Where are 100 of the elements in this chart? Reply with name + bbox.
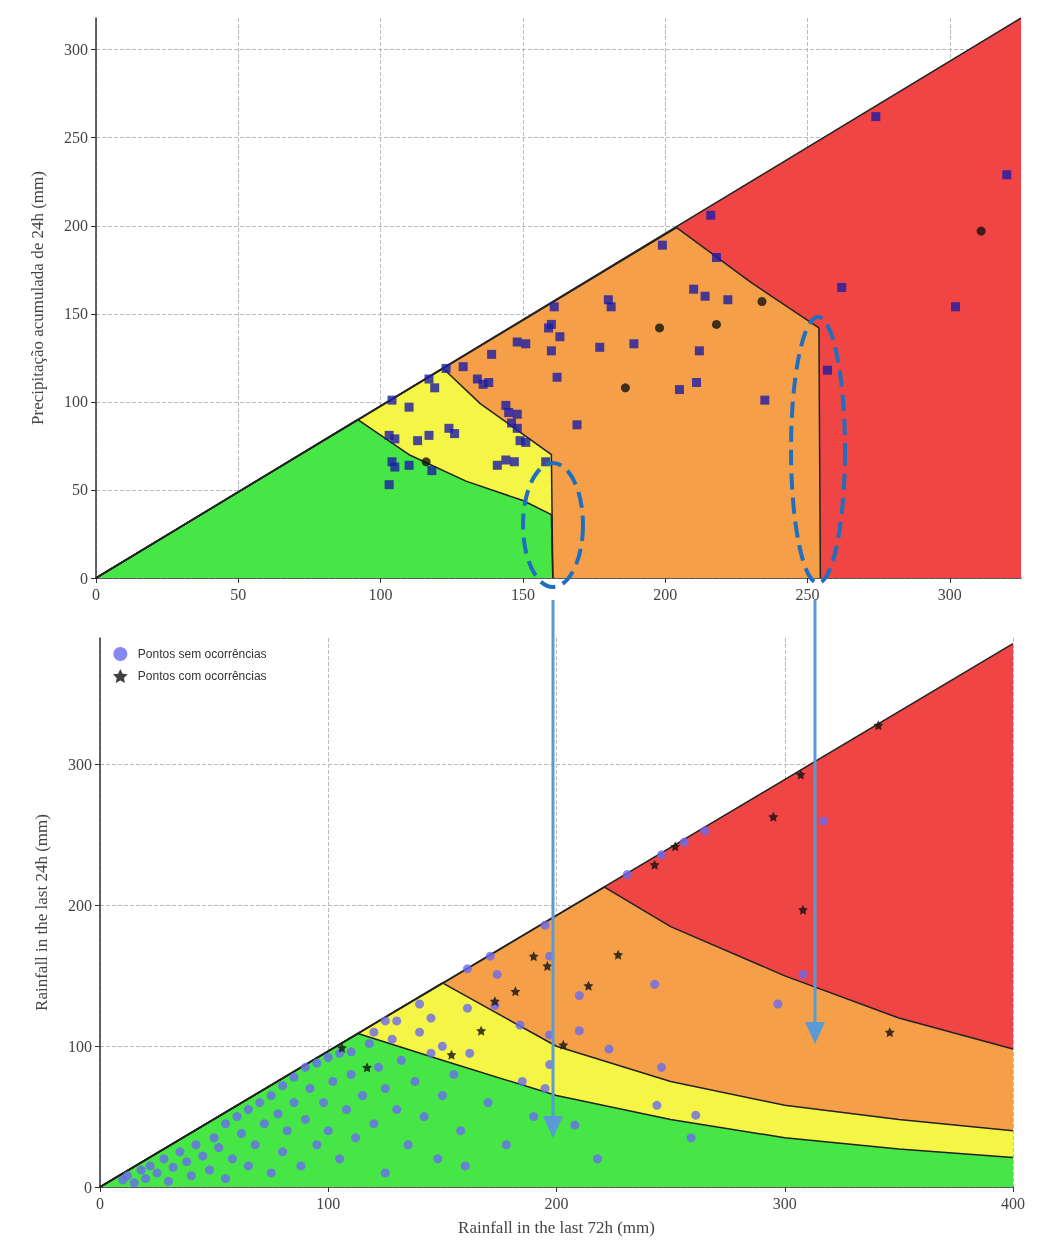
point — [760, 395, 770, 405]
x-tick-label: 50 — [230, 585, 247, 603]
x-tick-label: 150 — [510, 585, 535, 603]
point — [572, 420, 582, 430]
point — [871, 112, 881, 122]
point — [521, 339, 531, 349]
point — [450, 429, 460, 439]
point — [711, 253, 721, 262]
point — [706, 210, 716, 220]
point — [555, 332, 565, 342]
point — [757, 297, 767, 307]
point — [670, 841, 681, 852]
point — [606, 302, 616, 312]
point — [700, 291, 710, 301]
point — [510, 986, 521, 997]
y-tick-label: 50 — [72, 481, 88, 499]
y-tick-label: 0 — [84, 1178, 92, 1196]
point — [390, 462, 400, 472]
y-tick-label: 100 — [68, 1037, 92, 1055]
point — [441, 363, 451, 373]
point — [476, 1025, 487, 1036]
y-tick-label: 300 — [64, 41, 88, 59]
point — [390, 434, 400, 444]
point — [629, 339, 639, 349]
point — [768, 811, 779, 822]
point — [542, 960, 553, 971]
point — [424, 374, 434, 384]
x-tick-label: 100 — [368, 585, 393, 603]
point — [798, 904, 809, 915]
point — [595, 342, 605, 352]
x-axis-title: Rainfall in the last 72h (mm) — [458, 1218, 655, 1237]
point — [694, 346, 704, 356]
y-tick-label: 250 — [64, 129, 88, 147]
point — [336, 1042, 347, 1053]
point — [873, 720, 884, 731]
point — [976, 226, 986, 236]
point — [492, 460, 502, 470]
point — [546, 319, 556, 329]
y-tick-label: 300 — [68, 756, 92, 774]
point — [657, 240, 667, 250]
x-tick-label: 200 — [653, 585, 678, 603]
point — [446, 1049, 457, 1060]
point — [501, 455, 511, 465]
legend-label: Pontos com ocorrências — [137, 669, 267, 683]
y-tick-label: 100 — [64, 393, 88, 411]
y-tick-label: 150 — [64, 305, 88, 323]
x-tick-label: 400 — [1001, 1194, 1025, 1212]
point — [489, 996, 500, 1007]
point — [723, 295, 733, 305]
point — [404, 460, 414, 470]
y-tick-label: 0 — [80, 569, 88, 587]
y-axis-title: Precipitação acumulada de 24h (mm) — [28, 171, 47, 425]
point — [387, 395, 397, 405]
point — [458, 362, 468, 372]
point — [1002, 170, 1012, 180]
point — [512, 423, 522, 433]
point — [822, 365, 832, 375]
y-tick-label: 200 — [68, 896, 92, 914]
point — [484, 378, 494, 388]
y-axis-title: Rainfall in the last 24h (mm) — [32, 814, 51, 1011]
point — [430, 383, 440, 393]
point — [487, 349, 497, 359]
point — [424, 430, 434, 440]
point — [795, 769, 806, 780]
point — [549, 302, 559, 312]
point — [427, 466, 437, 476]
x-tick-label: 0 — [96, 1194, 104, 1212]
point — [521, 437, 531, 447]
point — [528, 951, 539, 962]
point — [711, 319, 721, 329]
point — [689, 284, 699, 294]
legend-label: Pontos sem ocorrências — [137, 647, 267, 661]
point — [413, 436, 423, 446]
x-tick-label: 200 — [544, 1194, 569, 1212]
point — [613, 949, 624, 960]
x-tick-label: 300 — [937, 585, 962, 603]
x-tick-label: 250 — [795, 585, 820, 603]
point — [512, 409, 522, 419]
point — [546, 346, 556, 356]
y-tick-label: 200 — [64, 217, 88, 235]
point — [620, 383, 630, 393]
point — [692, 378, 702, 388]
point — [649, 859, 660, 870]
point — [509, 457, 519, 467]
point — [837, 282, 847, 292]
point — [655, 323, 665, 333]
point — [384, 480, 394, 490]
point — [674, 385, 684, 395]
point — [512, 337, 522, 347]
x-tick-label: 300 — [772, 1194, 797, 1212]
point — [558, 1039, 569, 1050]
point — [421, 457, 431, 467]
x-tick-label: 100 — [316, 1194, 341, 1212]
point — [362, 1062, 373, 1073]
point — [884, 1027, 895, 1038]
point — [583, 980, 594, 991]
point — [951, 302, 961, 312]
point — [552, 372, 562, 382]
point — [404, 402, 414, 412]
point — [504, 407, 514, 417]
